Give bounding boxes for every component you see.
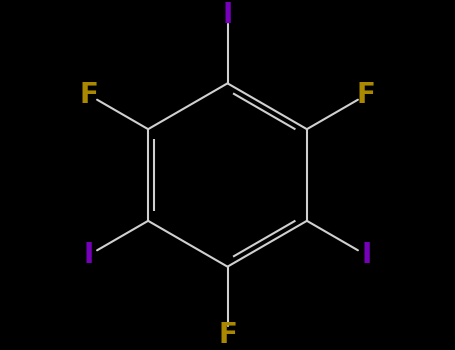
Text: F: F — [79, 81, 98, 109]
Text: I: I — [222, 1, 233, 29]
Text: F: F — [357, 81, 376, 109]
Text: I: I — [361, 241, 372, 269]
Text: F: F — [218, 321, 237, 349]
Text: I: I — [83, 241, 94, 269]
